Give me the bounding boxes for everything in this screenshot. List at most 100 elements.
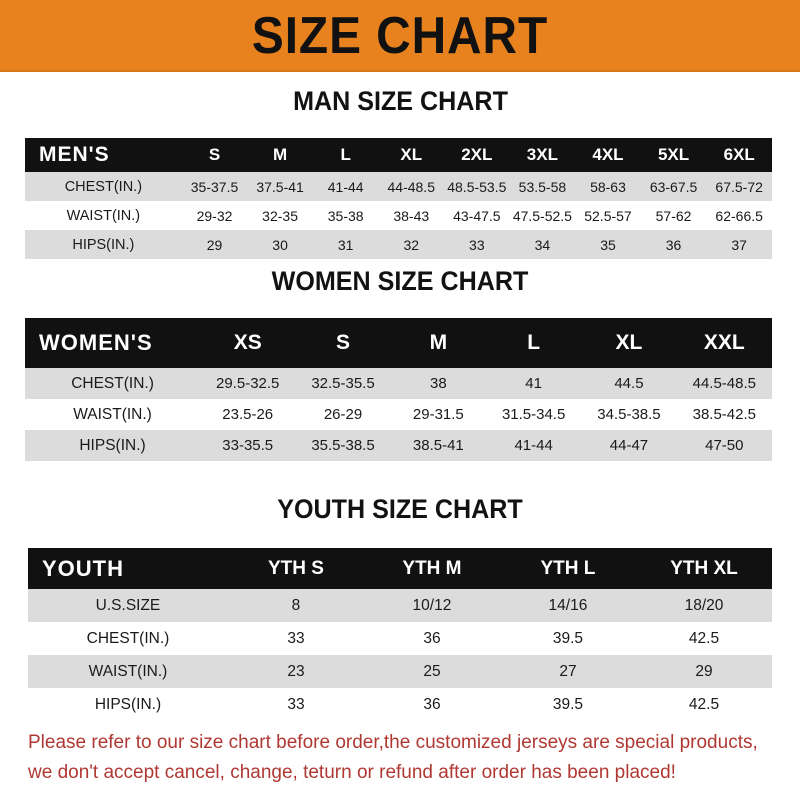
table-header-row: WOMEN'S XS S M L XL XXL xyxy=(25,318,772,368)
column-header: 6XL xyxy=(706,138,772,172)
table-cell: 58-63 xyxy=(575,172,641,201)
table-cell: 35 xyxy=(575,230,641,259)
row-label: CHEST(IN.) xyxy=(25,172,182,201)
youth-table-header: YOUTH YTH S YTH M YTH L YTH XL xyxy=(28,548,772,589)
column-header: S xyxy=(181,138,248,172)
table-row: WAIST(IN.) 29-32 32-35 35-38 38-43 43-47.5 47.… xyxy=(25,201,772,230)
table-row: CHEST(IN.) 29.5-32.5 32.5-35.5 38 41 44.5 44.5… xyxy=(25,368,772,399)
men-table-body: CHEST(IN.) 35-37.5 37.5-41 41-44 44-48.5 48.5… xyxy=(25,172,772,259)
table-cell: 35-38 xyxy=(312,201,379,230)
table-cell: 18/20 xyxy=(635,589,772,622)
table-cell: 39.5 xyxy=(499,622,636,655)
table-cell: 33 xyxy=(227,688,364,721)
table-cell: 62-66.5 xyxy=(706,201,772,230)
table-cell: 29.5-32.5 xyxy=(200,368,296,399)
table-corner-label: YOUTH xyxy=(28,548,228,589)
table-cell: 63-67.5 xyxy=(640,172,707,201)
table-cell: 8 xyxy=(227,589,364,622)
table-cell: 48.5-53.5 xyxy=(444,172,510,201)
table-row: U.S.SIZE 8 10/12 14/16 18/20 xyxy=(28,589,772,622)
column-header: XL xyxy=(581,318,677,368)
men-table-header: MEN'S S M L XL 2XL 3XL 4XL 5XL 6XL xyxy=(25,138,772,172)
table-cell: 57-62 xyxy=(640,201,707,230)
column-header: L xyxy=(312,138,379,172)
table-cell: 47.5-52.5 xyxy=(509,201,576,230)
row-label: HIPS(IN.) xyxy=(25,230,182,259)
column-header: L xyxy=(485,318,582,368)
table-cell: 53.5-58 xyxy=(509,172,576,201)
table-cell: 47-50 xyxy=(676,430,772,461)
table-cell: 35.5-38.5 xyxy=(295,430,391,461)
table-cell: 29 xyxy=(635,655,772,688)
table-cell: 36 xyxy=(363,622,500,655)
table-cell: 27 xyxy=(499,655,636,688)
table-corner-label: WOMEN'S xyxy=(25,318,201,368)
table-cell: 52.5-57 xyxy=(575,201,641,230)
table-row: CHEST(IN.) 33 36 39.5 42.5 xyxy=(28,622,772,655)
page-banner: SIZE CHART xyxy=(0,0,800,72)
table-cell: 43-47.5 xyxy=(444,201,510,230)
table-cell: 44-48.5 xyxy=(378,172,445,201)
table-cell: 67.5-72 xyxy=(706,172,772,201)
table-cell: 38.5-41 xyxy=(390,430,486,461)
column-header: XS xyxy=(200,318,296,368)
table-row: HIPS(IN.) 29 30 31 32 33 34 35 36 37 xyxy=(25,230,772,259)
table-cell: 37.5-41 xyxy=(247,172,313,201)
column-header: 2XL xyxy=(444,138,510,172)
column-header: S xyxy=(295,318,391,368)
table-row: CHEST(IN.) 35-37.5 37.5-41 41-44 44-48.5 48.5… xyxy=(25,172,772,201)
column-header: 4XL xyxy=(575,138,641,172)
table-cell: 41 xyxy=(485,368,582,399)
table-header-row: MEN'S S M L XL 2XL 3XL 4XL 5XL 6XL xyxy=(25,138,772,172)
table-row: HIPS(IN.) 33-35.5 35.5-38.5 38.5-41 41-44 44-… xyxy=(25,430,772,461)
table-cell: 25 xyxy=(363,655,500,688)
row-label: HIPS(IN.) xyxy=(25,430,201,461)
column-header: M xyxy=(390,318,486,368)
table-cell: 36 xyxy=(363,688,500,721)
women-table-header: WOMEN'S XS S M L XL XXL xyxy=(25,318,772,368)
column-header: YTH S xyxy=(227,548,364,589)
women-section-title-text: WOMEN SIZE CHART xyxy=(271,266,529,296)
table-cell: 36 xyxy=(640,230,707,259)
table-row: WAIST(IN.) 23.5-26 26-29 29-31.5 31.5-34.5 34… xyxy=(25,399,772,430)
table-cell: 29 xyxy=(181,230,248,259)
table-cell: 26-29 xyxy=(295,399,391,430)
table-cell: 30 xyxy=(247,230,313,259)
table-cell: 41-44 xyxy=(485,430,582,461)
column-header: 5XL xyxy=(640,138,707,172)
page-title: SIZE CHART xyxy=(251,7,549,65)
youth-section-title: YOUTH SIZE CHART xyxy=(0,494,800,524)
table-row: HIPS(IN.) 33 36 39.5 42.5 xyxy=(28,688,772,721)
table-cell: 35-37.5 xyxy=(181,172,248,201)
man-section-title-text: MAN SIZE CHART xyxy=(292,86,508,116)
table-cell: 33-35.5 xyxy=(200,430,296,461)
row-label: U.S.SIZE xyxy=(28,589,228,622)
column-header: YTH L xyxy=(499,548,636,589)
row-label: HIPS(IN.) xyxy=(28,688,228,721)
table-cell: 32-35 xyxy=(247,201,313,230)
column-header: M xyxy=(247,138,313,172)
table-cell: 10/12 xyxy=(363,589,500,622)
table-cell: 14/16 xyxy=(499,589,636,622)
table-cell: 38 xyxy=(390,368,486,399)
table-cell: 32 xyxy=(378,230,445,259)
table-cell: 34.5-38.5 xyxy=(581,399,677,430)
column-header: XXL xyxy=(676,318,772,368)
table-cell: 23 xyxy=(227,655,364,688)
table-cell: 31.5-34.5 xyxy=(485,399,582,430)
table-cell: 37 xyxy=(706,230,772,259)
table-cell: 41-44 xyxy=(312,172,379,201)
row-label: CHEST(IN.) xyxy=(25,368,201,399)
row-label: WAIST(IN.) xyxy=(25,201,182,230)
women-size-table: WOMEN'S XS S M L XL XXL CHEST(IN.) 29.5-32.5 32.… xyxy=(25,318,772,461)
women-table-body: CHEST(IN.) 29.5-32.5 32.5-35.5 38 41 44.5 44.5… xyxy=(25,368,772,461)
table-cell: 42.5 xyxy=(635,622,772,655)
table-cell: 29-31.5 xyxy=(390,399,486,430)
table-cell: 44.5-48.5 xyxy=(676,368,772,399)
table-cell: 42.5 xyxy=(635,688,772,721)
table-cell: 44-47 xyxy=(581,430,677,461)
column-header: XL xyxy=(378,138,445,172)
table-cell: 44.5 xyxy=(581,368,677,399)
table-cell: 34 xyxy=(509,230,576,259)
